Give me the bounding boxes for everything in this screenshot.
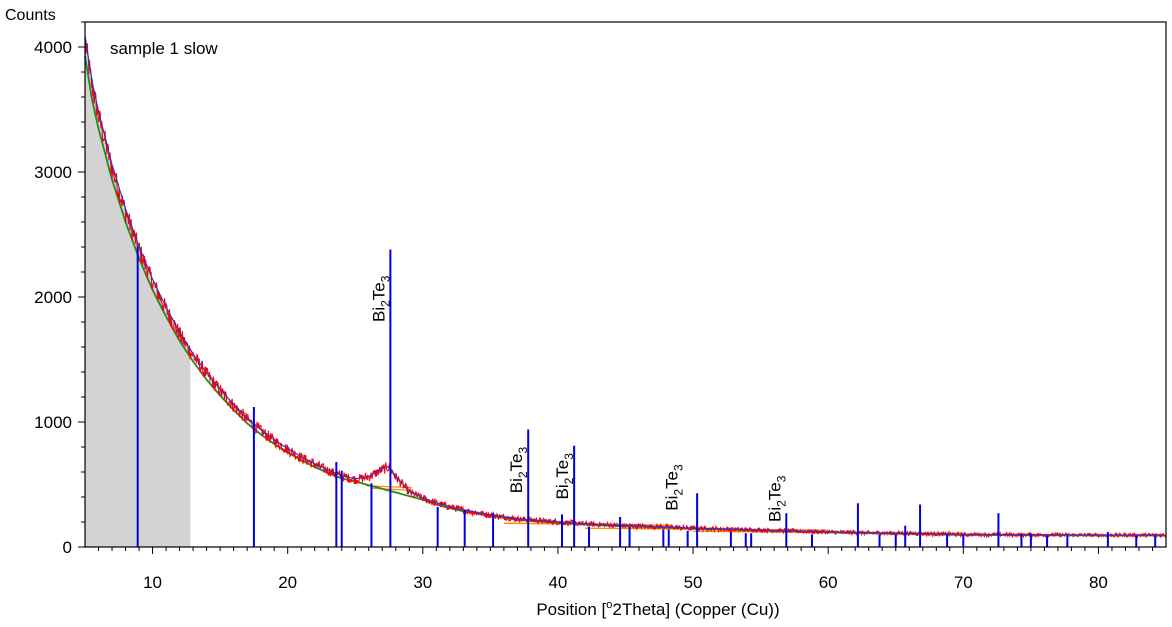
measured-line	[85, 41, 1167, 539]
calculated-pattern	[84, 35, 1164, 536]
plot-frame	[84, 21, 1167, 548]
y-axis: 0 1000 2000 3000 4000	[34, 21, 85, 557]
x-tick-label: 10	[143, 573, 162, 592]
sample-label: sample 1 slow	[110, 39, 218, 58]
background-line	[84, 55, 1166, 537]
phase-label: Bi2Te3	[507, 446, 530, 493]
calculated-line	[84, 35, 1164, 536]
phase-label-part: 2	[672, 489, 686, 496]
phase-label: Bi2Te3	[369, 275, 392, 322]
phase-label-part: 3	[516, 446, 530, 453]
phase-label: Bi2Te3	[765, 475, 788, 522]
profile-line	[371, 487, 407, 491]
y-tick-label: 4000	[34, 38, 72, 57]
phase-label-part: 2	[562, 477, 576, 484]
phase-label-part: Te	[369, 282, 388, 300]
x-axis-label-prefix: Position [	[536, 600, 606, 619]
x-tick-label: 40	[548, 573, 567, 592]
phase-label-part: Te	[765, 482, 784, 500]
y-tick-label: 3000	[34, 163, 72, 182]
phase-label-part: Te	[507, 453, 526, 471]
phase-label-part: 3	[672, 464, 686, 471]
x-tick-label: 80	[1089, 573, 1108, 592]
phase-label-part: Bi	[369, 307, 388, 322]
x-axis: 10 20 30 40 50 60 70 80	[98, 547, 1153, 592]
phase-label-part: Te	[553, 460, 572, 478]
y-axis-label: Counts	[5, 7, 56, 24]
phase-label: Bi2Te3	[553, 453, 576, 500]
background-curve	[84, 55, 1166, 537]
phase-label-part: 2	[516, 471, 530, 478]
x-tick-label: 20	[278, 573, 297, 592]
x-axis-label: Position [o2Theta] (Copper (Cu))	[536, 599, 779, 619]
phase-label-part: 2	[378, 300, 392, 307]
phase-label-part: Bi	[765, 507, 784, 522]
phase-label-part: Bi	[507, 478, 526, 493]
y-tick-label: 2000	[34, 288, 72, 307]
phase-label-part: 3	[562, 453, 576, 460]
x-axis-label-degree: o	[606, 599, 612, 611]
phase-label-part: 3	[774, 475, 788, 482]
x-axis-label-suffix: 2Theta] (Copper (Cu))	[612, 600, 779, 619]
x-tick-label: 50	[684, 573, 703, 592]
y-tick-label: 1000	[34, 413, 72, 432]
x-tick-label: 70	[954, 573, 973, 592]
phase-label-part: Bi	[553, 484, 572, 499]
phase-label-part: Bi	[663, 496, 682, 511]
phase-label-part: Te	[663, 471, 682, 489]
x-tick-label: 60	[819, 573, 838, 592]
y-tick-label: 0	[63, 538, 72, 557]
phase-label-part: 3	[378, 275, 392, 282]
phase-label: Bi2Te3	[663, 464, 686, 511]
reference-peaks	[136, 247, 1157, 547]
phase-label-part: 2	[774, 500, 788, 507]
measured-pattern	[85, 41, 1167, 539]
x-tick-label: 30	[413, 573, 432, 592]
